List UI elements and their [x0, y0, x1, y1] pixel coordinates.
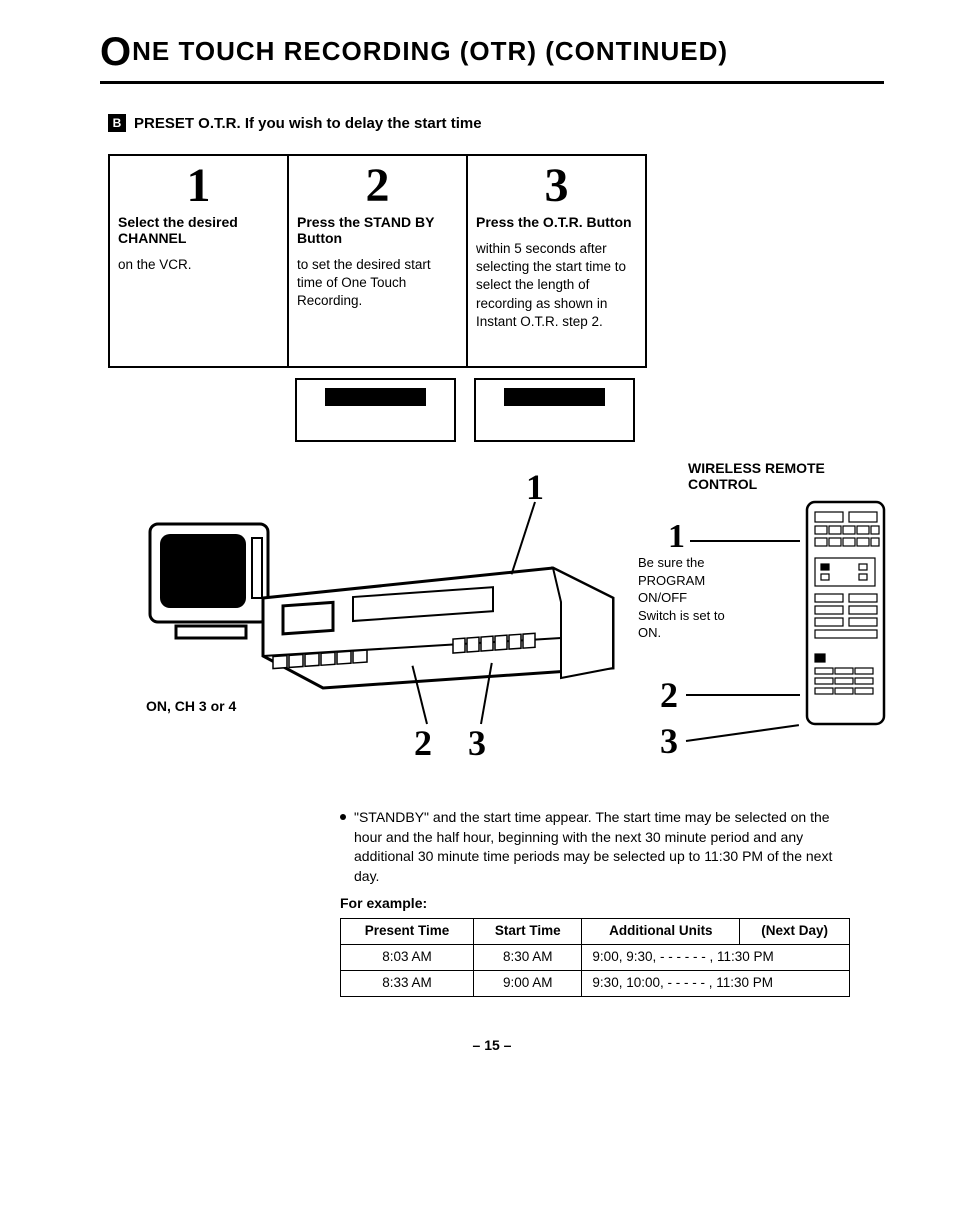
step-head: Select the desired CHANNEL	[118, 214, 279, 246]
table-row: 8:03 AM 8:30 AM 9:00, 9:30, - - - - - - …	[341, 944, 850, 970]
callout-1-remote: 1	[668, 518, 685, 556]
step-head: Press the O.T.R. Button	[476, 214, 637, 230]
step-1: 1 Select the desired CHANNEL on the VCR.	[110, 156, 289, 366]
callout-2-vcr: 2	[414, 722, 432, 764]
wireless-remote-label: WIRELESS REMOTE CONTROL	[688, 460, 848, 492]
table-row: 8:33 AM 9:00 AM 9:30, 10:00, - - - - - ,…	[341, 970, 850, 996]
th-start: Start Time	[474, 918, 582, 944]
illustration: WIRELESS REMOTE CONTROL	[108, 468, 888, 768]
title-text: NE TOUCH RECORDING (OTR) (CONTINUED)	[132, 36, 728, 66]
subheading: B PRESET O.T.R. If you wish to delay the …	[108, 114, 884, 132]
display-strip-icon	[325, 388, 426, 406]
td-start: 8:30 AM	[474, 944, 582, 970]
display-row	[108, 368, 643, 450]
note-bullet: "STANDBY" and the start time appear. The…	[340, 808, 850, 886]
td-present: 8:33 AM	[341, 970, 474, 996]
step-body: on the VCR.	[118, 256, 279, 274]
note-text: "STANDBY" and the start time appear. The…	[354, 808, 850, 886]
th-nextday: (Next Day)	[740, 918, 850, 944]
body-text: "STANDBY" and the start time appear. The…	[340, 808, 850, 997]
page-number: – 15 –	[100, 1037, 884, 1053]
display-strip-icon	[504, 388, 605, 406]
step-head: Press the STAND BY Button	[297, 214, 458, 246]
vcr-display-2	[295, 378, 456, 442]
page-title: ONE TOUCH RECORDING (OTR) (CONTINUED)	[100, 30, 884, 84]
td-present: 8:03 AM	[341, 944, 474, 970]
callout-3-remote: 3	[660, 720, 678, 762]
th-present: Present Time	[341, 918, 474, 944]
subheading-text: PRESET O.T.R. If you wish to delay the s…	[134, 115, 482, 132]
th-addl: Additional Units	[582, 918, 740, 944]
title-dropcap: O	[100, 30, 132, 74]
steps-box: 1 Select the desired CHANNEL on the VCR.…	[108, 154, 647, 368]
display-cell-3	[466, 368, 643, 450]
callout-2-remote: 2	[660, 674, 678, 716]
on-ch-label: ON, CH 3 or 4	[146, 698, 236, 714]
step-body: within 5 seconds after selecting the sta…	[476, 240, 637, 331]
example-table: Present Time Start Time Additional Units…	[340, 918, 850, 997]
step-num: 1	[118, 162, 279, 210]
callout-3-vcr: 3	[468, 722, 486, 764]
step-body: to set the desired start time of One Tou…	[297, 256, 458, 311]
display-cell-2	[287, 368, 464, 450]
for-example-label: For example:	[340, 894, 850, 914]
step-2: 2 Press the STAND BY Button to set the d…	[289, 156, 468, 366]
vcr-icon	[253, 558, 623, 698]
step-num: 2	[297, 162, 458, 210]
callout-line	[686, 694, 800, 696]
td-addl: 9:00, 9:30, - - - - - - , 11:30 PM	[582, 944, 850, 970]
table-header-row: Present Time Start Time Additional Units…	[341, 918, 850, 944]
display-cell-empty	[108, 368, 285, 450]
callout-line	[686, 724, 799, 742]
step-num: 3	[476, 162, 637, 210]
td-addl: 9:30, 10:00, - - - - - , 11:30 PM	[582, 970, 850, 996]
remote-note: Be sure the PROGRAM ON/OFF Switch is set…	[638, 554, 728, 642]
vcr-display-3	[474, 378, 635, 442]
td-start: 9:00 AM	[474, 970, 582, 996]
section-badge: B	[108, 114, 126, 132]
bullet-icon	[340, 814, 346, 820]
step-3: 3 Press the O.T.R. Button within 5 secon…	[468, 156, 645, 366]
callout-line	[690, 540, 800, 542]
remote-icon	[803, 498, 888, 728]
